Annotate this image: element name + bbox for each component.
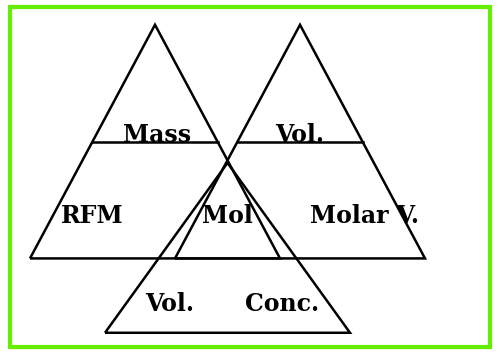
Text: RFM: RFM [61,204,124,228]
Text: Vol.: Vol. [276,122,324,147]
Text: Mol: Mol [202,204,253,228]
Text: Conc.: Conc. [246,292,320,316]
Text: Vol.: Vol. [146,292,194,316]
Text: Molar V.: Molar V. [310,204,420,228]
Text: Mass: Mass [124,122,192,147]
